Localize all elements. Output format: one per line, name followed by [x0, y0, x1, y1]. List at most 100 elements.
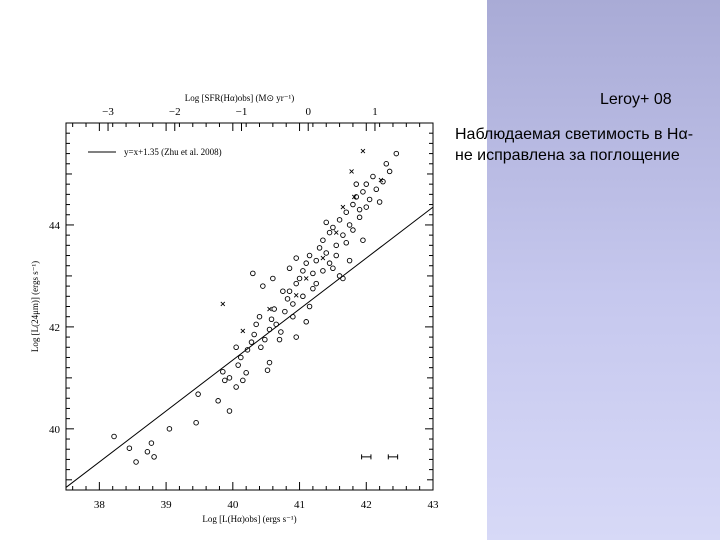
data-point-circle	[343, 209, 350, 215]
data-point-cross	[240, 328, 246, 334]
x-axis-label: Log [L(Hα)obs] (ergs s⁻¹)	[202, 514, 296, 524]
data-point-circle	[320, 268, 326, 274]
data-point-circle	[363, 204, 370, 210]
data-point-cross	[220, 301, 226, 307]
data-point-circle	[320, 237, 326, 243]
data-point-circle	[222, 377, 228, 384]
data-point-cross	[340, 204, 346, 210]
data-point-circle	[340, 275, 346, 282]
data-point-circle	[111, 433, 117, 440]
data-point-circle	[286, 288, 293, 294]
data-point-circle	[373, 186, 380, 193]
data-point-circle	[356, 206, 363, 213]
data-point-circle	[313, 280, 319, 287]
axis-ticks-group: 38 39 40 41 42 43 40 42 44 −3 −2 −1 0 1	[49, 106, 439, 511]
data-point-cross	[320, 255, 326, 261]
data-point-circle	[240, 377, 246, 384]
y-axis-label: Log [L(24μm)] (ergs s⁻¹)	[30, 261, 40, 352]
top-axis-label: Log [SFR(Hα)obs] (M⊙ yr⁻¹)	[185, 93, 294, 103]
y-tick-label: 42	[49, 322, 60, 334]
data-point-circle	[276, 336, 283, 343]
data-point-circle	[226, 375, 233, 381]
data-point-circle	[144, 449, 151, 455]
data-point-circle	[386, 168, 393, 175]
data-point-circle	[266, 359, 273, 366]
data-point-circle	[133, 459, 139, 465]
data-point-circle	[250, 270, 256, 277]
cross-stroke	[351, 194, 357, 200]
data-point-circle	[380, 178, 386, 185]
data-point-circle	[284, 296, 291, 302]
data-point-circle	[280, 288, 286, 294]
cross-stroke	[303, 276, 309, 281]
data-point-circle	[360, 189, 366, 195]
data-point-circle	[346, 257, 353, 264]
data-point-cross	[303, 276, 309, 281]
data-point-circle	[350, 201, 356, 208]
data-point-cross	[293, 292, 299, 298]
x-tick-label: 43	[428, 499, 440, 511]
data-point-circle	[233, 384, 239, 390]
data-point-cross	[267, 306, 272, 312]
data-point-cross	[351, 194, 357, 200]
data-point-circle	[336, 273, 343, 279]
data-point-circle	[316, 245, 323, 251]
data-point-circle	[323, 219, 329, 226]
cross-stroke	[240, 328, 246, 334]
slide-caption: Наблюдаемая светимость в Hα- не исправле…	[455, 126, 694, 164]
cross-stroke	[349, 169, 354, 174]
cross-stroke	[267, 306, 272, 312]
reference-text: Leroy+ 08	[600, 91, 672, 108]
data-point-cross	[360, 148, 366, 154]
data-point-circle	[336, 217, 343, 223]
top-tick-label: 1	[372, 106, 378, 118]
error-bar-example	[361, 454, 372, 460]
data-point-circle	[363, 181, 370, 187]
x-tick-label: 40	[227, 499, 239, 511]
data-point-circle	[258, 344, 264, 351]
data-point-circle	[323, 250, 329, 256]
data-point-circle	[238, 354, 244, 361]
y-tick-label: 40	[49, 424, 61, 436]
data-point-circle	[310, 285, 316, 292]
data-point-circle	[303, 319, 309, 325]
data-point-circle	[293, 280, 299, 287]
data-point-circle	[268, 316, 275, 322]
data-point-circle	[300, 293, 306, 300]
data-point-circle	[330, 224, 336, 231]
x-tick-label: 42	[361, 499, 372, 511]
data-point-circle	[193, 419, 199, 426]
data-point-circle	[346, 222, 353, 228]
data-point-circle	[148, 440, 155, 446]
data-point-circle	[271, 306, 277, 312]
data-point-circle	[296, 275, 303, 282]
data-point-circle	[293, 334, 299, 340]
data-point-circle	[306, 252, 313, 259]
data-point-circle	[126, 445, 133, 451]
cross-stroke	[378, 177, 384, 183]
data-point-circle	[290, 301, 296, 307]
scatter-chart: 38 39 40 41 42 43 40 42 44 −3 −2 −1 0 1 y=x+1.35 (Zhu…	[30, 93, 439, 524]
data-point-circle	[253, 321, 259, 328]
cross-stroke	[360, 148, 366, 154]
data-points-group	[111, 148, 400, 465]
legend-label: y=x+1.35 (Zhu et al. 2008)	[124, 147, 222, 157]
fit-line	[65, 206, 434, 488]
data-point-circle	[300, 268, 306, 274]
data-point-circle	[244, 347, 251, 353]
data-point-circle	[226, 408, 233, 414]
x-tick-label: 41	[294, 499, 305, 511]
data-point-circle	[166, 426, 173, 432]
cross-stroke	[220, 301, 226, 307]
data-point-circle	[256, 313, 263, 320]
data-point-circle	[264, 367, 271, 373]
data-point-circle	[235, 362, 241, 368]
data-point-circle	[353, 181, 360, 187]
data-point-circle	[215, 398, 221, 404]
legend: y=x+1.35 (Zhu et al. 2008)	[88, 147, 222, 157]
decorative-side-panel	[487, 0, 720, 540]
cross-stroke	[320, 255, 326, 261]
data-point-cross	[349, 169, 354, 174]
data-point-circle	[233, 344, 239, 351]
data-point-circle	[286, 265, 293, 272]
